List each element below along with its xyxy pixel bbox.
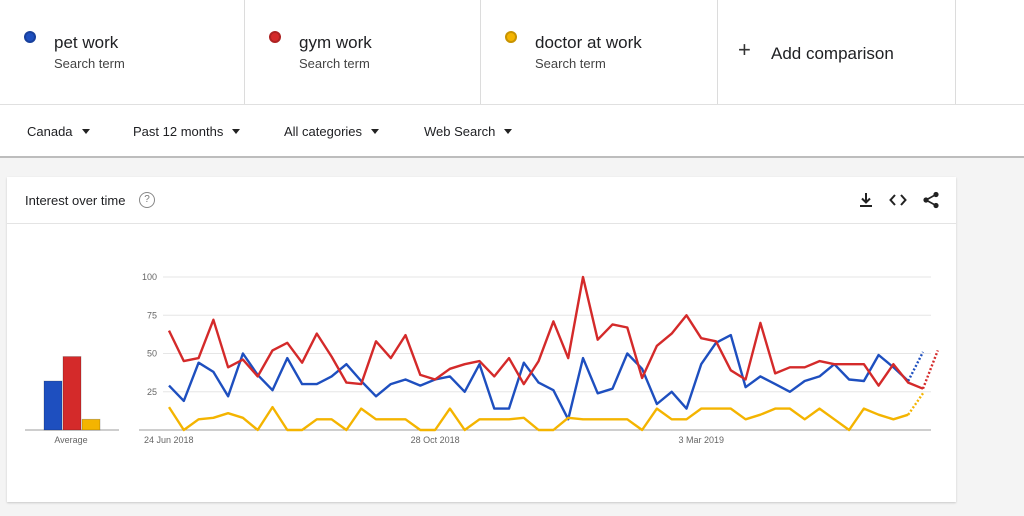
share-icon[interactable] <box>922 191 940 209</box>
time-range-value: Past 12 months <box>133 123 224 139</box>
search-type-dropdown[interactable]: Web Search <box>424 105 513 157</box>
caret-down-icon <box>81 128 90 134</box>
series-partial-segment <box>907 351 925 382</box>
filter-bar: Canada Past 12 months All categories Web… <box>0 104 1024 158</box>
search-terms-bar: pet work Search term gym work Search ter… <box>0 0 1024 104</box>
add-comparison-label: Add comparison <box>771 44 894 63</box>
series-color-dot <box>24 31 36 43</box>
term-type: Search term <box>535 56 606 71</box>
card-title: Interest over time <box>25 193 126 208</box>
series-color-dot <box>269 31 281 43</box>
interest-chart: 25 50 75 100 Average 24 Jun 2018 28 Oct 2018… <box>25 272 939 445</box>
term-name: gym work <box>299 33 372 52</box>
embed-code-icon[interactable] <box>889 191 907 209</box>
time-range-dropdown[interactable]: Past 12 months <box>133 105 241 157</box>
region-value: Canada <box>27 123 73 139</box>
average-bar <box>81 418 101 431</box>
question-icon[interactable]: ? <box>139 192 155 208</box>
y-tick-label: 25 <box>147 387 157 397</box>
series-line <box>167 275 924 390</box>
y-tick-label: 50 <box>147 349 157 359</box>
series-line <box>168 333 910 421</box>
term-card-2[interactable]: gym work Search term <box>245 0 481 104</box>
interest-over-time-card: Interest over time ? 25 50 75 100 Average 2… <box>7 177 956 502</box>
series-color-dot <box>505 31 517 43</box>
add-comparison-button[interactable]: + Add comparison <box>718 0 956 104</box>
average-bar <box>62 356 82 431</box>
term-type: Search term <box>299 56 370 71</box>
term-name: doctor at work <box>535 33 642 52</box>
plus-icon: + <box>738 37 751 62</box>
x-tick-label: 28 Oct 2018 <box>411 435 460 445</box>
y-tick-label: 100 <box>142 272 157 282</box>
term-type: Search term <box>54 56 125 71</box>
card-header: Interest over time ? <box>7 177 956 224</box>
term-name: pet work <box>54 33 119 52</box>
region-dropdown[interactable]: Canada <box>27 105 90 157</box>
series-line <box>167 405 909 432</box>
caret-down-icon <box>504 128 513 134</box>
series-partial-segment <box>921 350 939 390</box>
x-tick-label: 3 Mar 2019 <box>678 435 724 445</box>
caret-down-icon <box>232 128 241 134</box>
caret-down-icon <box>371 128 380 134</box>
series-partial-segment <box>907 392 924 416</box>
category-dropdown[interactable]: All categories <box>284 105 380 157</box>
average-label: Average <box>54 435 87 445</box>
y-tick-label: 75 <box>147 310 157 320</box>
download-icon[interactable] <box>857 191 875 209</box>
category-value: All categories <box>284 123 363 139</box>
term-card-1[interactable]: pet work Search term <box>0 0 245 104</box>
term-card-3[interactable]: doctor at work Search term <box>481 0 718 104</box>
x-tick-label: 24 Jun 2018 <box>144 435 194 445</box>
average-bar <box>43 380 63 431</box>
search-type-value: Web Search <box>424 123 496 139</box>
